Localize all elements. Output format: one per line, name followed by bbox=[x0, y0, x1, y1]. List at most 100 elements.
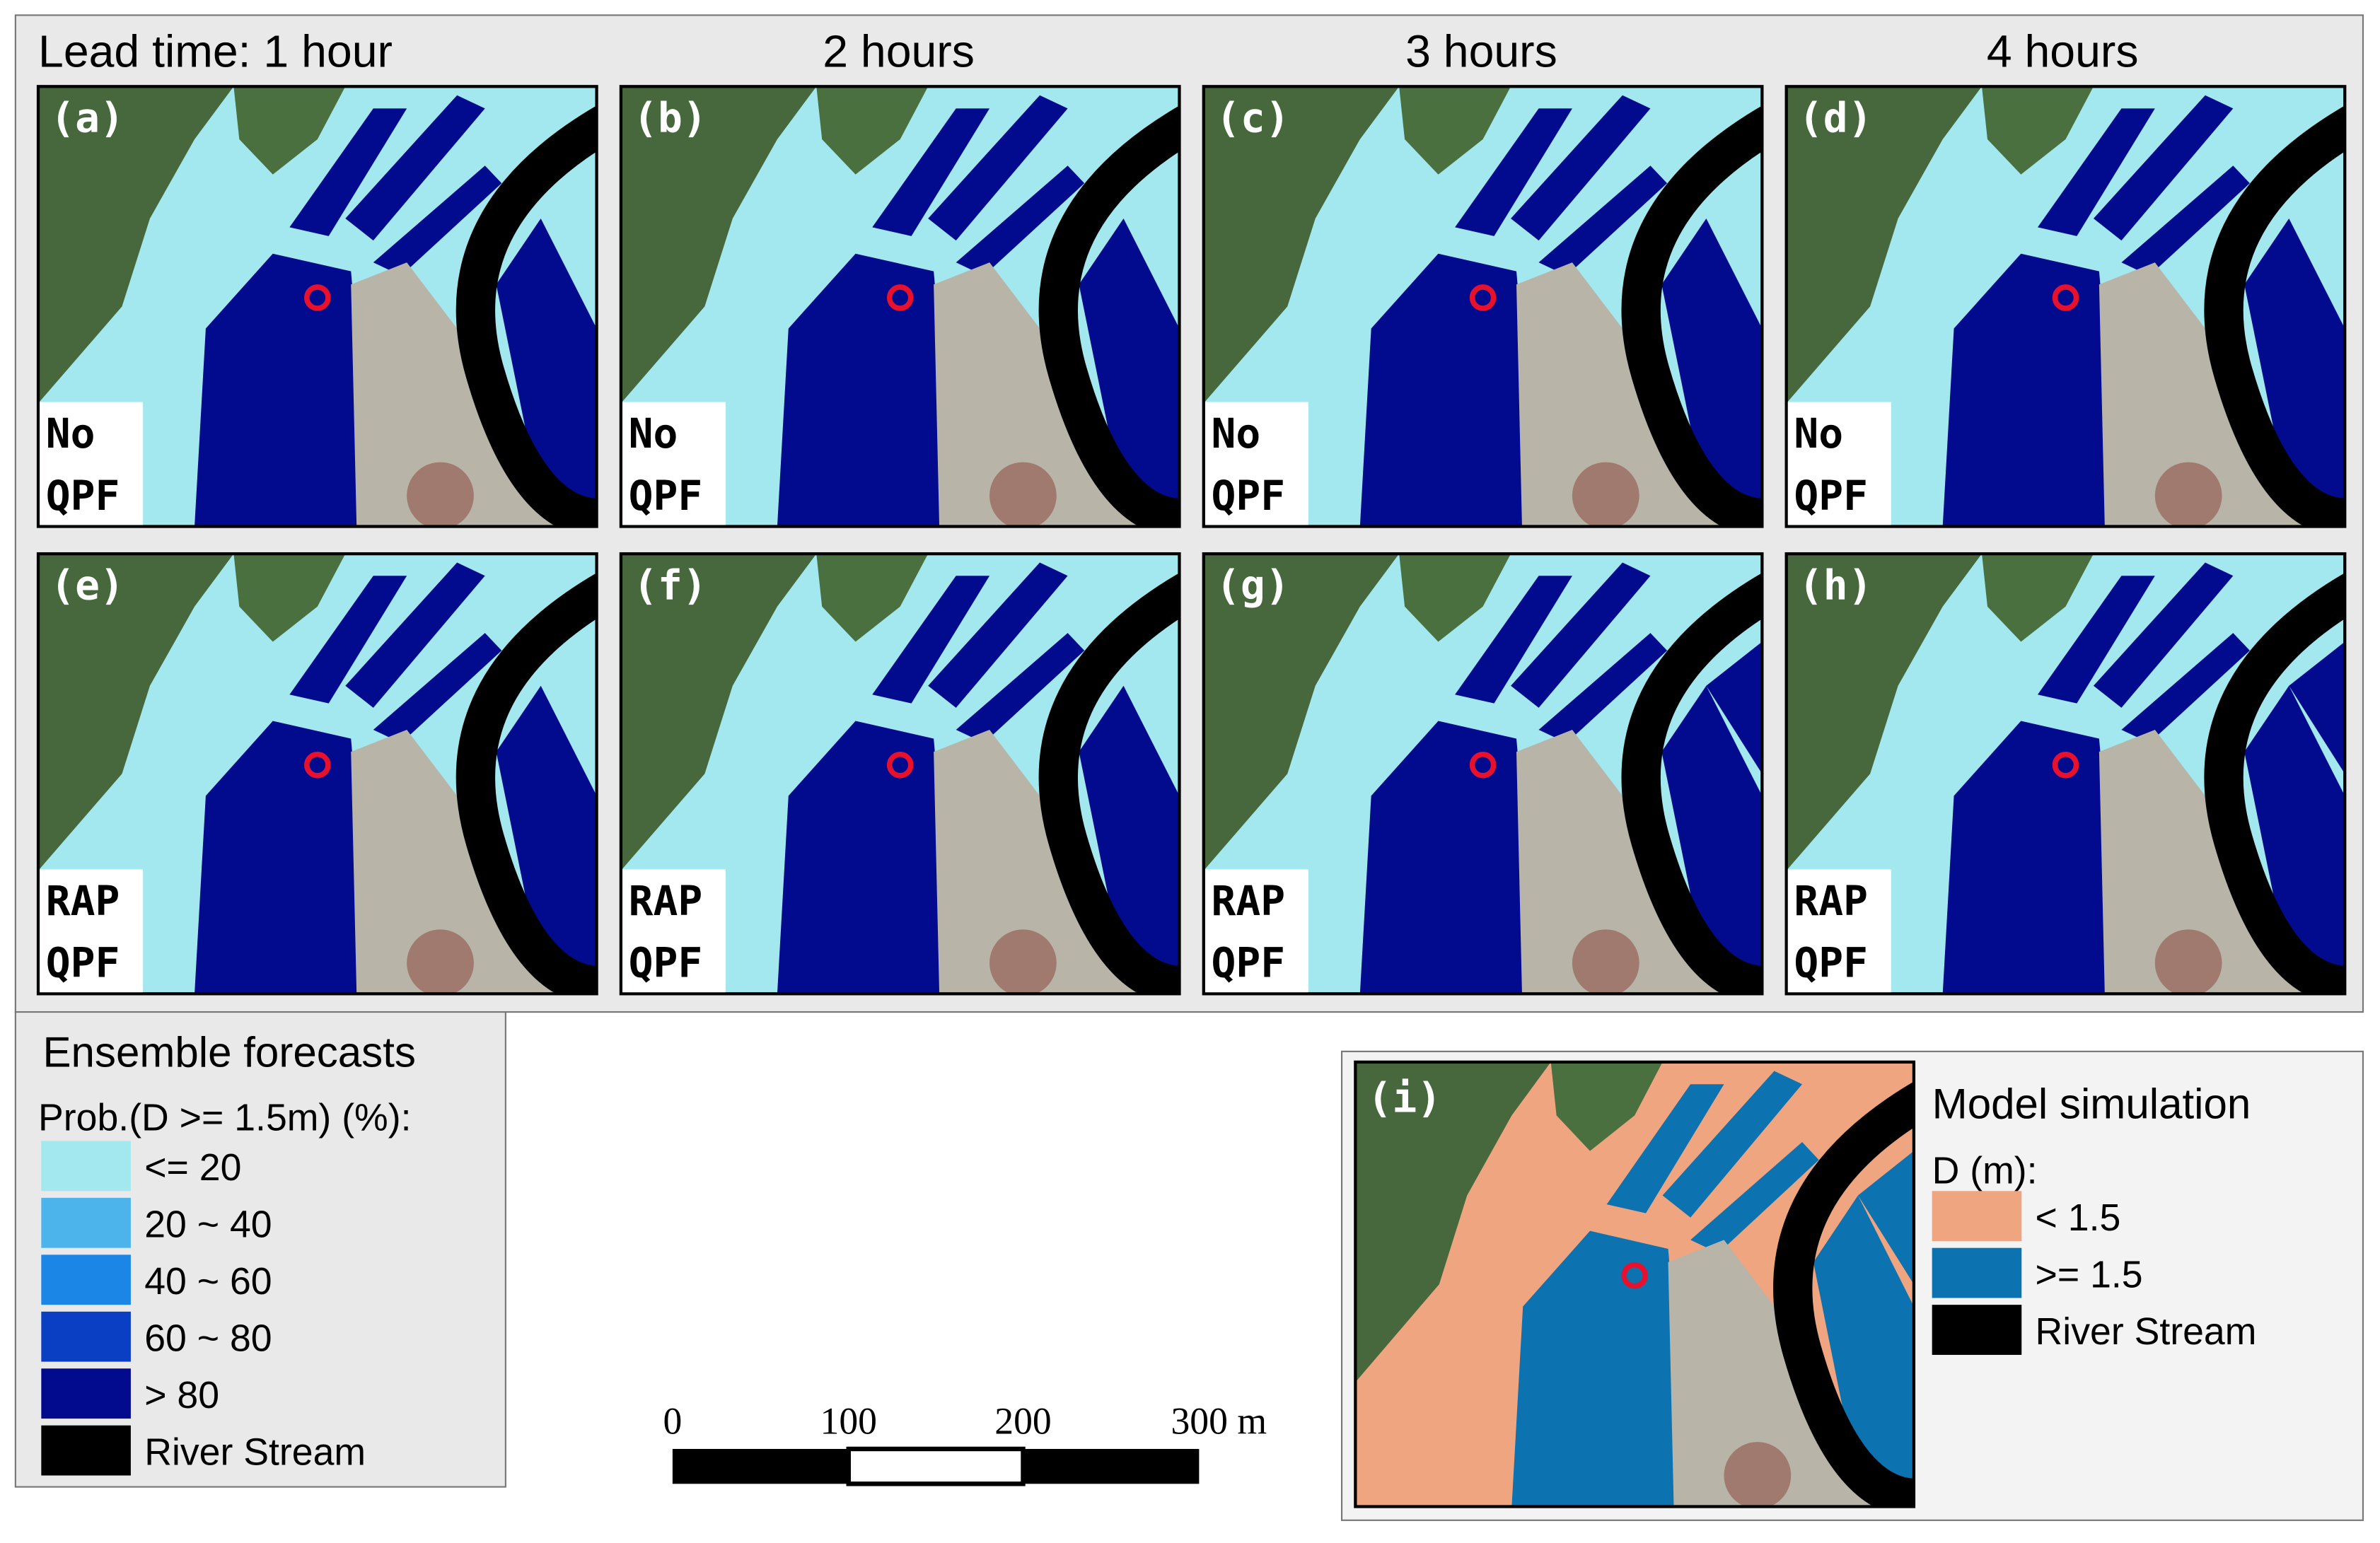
map-border bbox=[619, 552, 1181, 996]
deep-area bbox=[1359, 721, 1539, 994]
deep-right bbox=[1857, 1151, 1914, 1285]
scale-bar-seg bbox=[672, 1448, 849, 1484]
map bbox=[620, 554, 1180, 994]
deep-right bbox=[2244, 685, 2345, 994]
method-label: QPF bbox=[1212, 939, 1286, 987]
tank bbox=[1572, 929, 1639, 994]
legend-swatch bbox=[41, 1141, 131, 1192]
method-label: QPF bbox=[46, 939, 120, 987]
method-label: RAP bbox=[1212, 877, 1286, 925]
forest-patch bbox=[816, 554, 929, 642]
method-box bbox=[1204, 402, 1308, 525]
deep-streak bbox=[1538, 633, 1668, 743]
deep-right bbox=[1661, 218, 1763, 527]
river bbox=[2204, 105, 2345, 527]
river bbox=[2204, 573, 2345, 994]
legend-label: River Stream bbox=[144, 1431, 366, 1474]
deep-streak bbox=[289, 108, 407, 236]
method-box bbox=[622, 869, 726, 993]
legend-swatch bbox=[41, 1368, 131, 1419]
forest-patch bbox=[233, 554, 346, 642]
deep-area bbox=[777, 253, 956, 527]
tank bbox=[989, 929, 1057, 994]
deep-streak bbox=[956, 165, 1085, 276]
deep-streak bbox=[1455, 576, 1572, 704]
forest-patch bbox=[816, 86, 929, 175]
deep-right bbox=[1661, 685, 1763, 994]
deep-streak bbox=[1455, 108, 1572, 236]
legend-swatch bbox=[41, 1425, 131, 1476]
legend-subtitle: D (m): bbox=[1932, 1150, 2038, 1192]
deep-streak bbox=[1511, 562, 1651, 708]
legend-title: Ensemble forecasts bbox=[42, 1028, 415, 1076]
method-label: RAP bbox=[1794, 877, 1868, 925]
deep-streak bbox=[345, 95, 485, 241]
tank bbox=[407, 929, 474, 994]
map-border bbox=[1354, 1060, 1916, 1508]
method-box bbox=[40, 402, 144, 525]
deep-streak bbox=[2037, 108, 2155, 236]
deep-right bbox=[496, 685, 597, 994]
legend-label: <= 20 bbox=[144, 1146, 241, 1189]
deep-right bbox=[1079, 218, 1180, 527]
legend-swatch bbox=[1932, 1191, 2022, 1242]
legend-title: Model simulation bbox=[1932, 1080, 2251, 1127]
deep-streak bbox=[373, 165, 502, 276]
river bbox=[1038, 105, 1180, 527]
deep-right bbox=[1706, 641, 1763, 774]
forest-patch bbox=[233, 86, 346, 175]
deep-streak bbox=[1690, 1141, 1819, 1254]
gauge-location bbox=[886, 284, 914, 311]
gauge-location bbox=[886, 752, 914, 779]
panel-label: (g) bbox=[1216, 561, 1290, 609]
forest-patch bbox=[1982, 86, 2094, 175]
method-label: No bbox=[46, 409, 95, 458]
method-box bbox=[1787, 869, 1891, 993]
legend-swatch bbox=[41, 1254, 131, 1305]
gauge-location bbox=[2052, 752, 2079, 779]
deep-streak bbox=[2037, 576, 2155, 704]
map-border bbox=[619, 85, 1181, 528]
river bbox=[455, 573, 597, 994]
panel-label: (h) bbox=[1799, 561, 1873, 609]
river bbox=[1621, 105, 1763, 527]
map-border bbox=[1784, 85, 2347, 528]
forest-patch bbox=[1399, 86, 1511, 175]
lead-time-label: 3 hours bbox=[1405, 25, 1557, 76]
lead-time-label: 4 hours bbox=[1987, 25, 2139, 76]
deep-right bbox=[1813, 1195, 1914, 1507]
panel-label: (b) bbox=[633, 94, 707, 142]
river bbox=[1773, 1081, 1914, 1507]
method-label: QPF bbox=[1794, 472, 1868, 520]
legend-swatch bbox=[1932, 1305, 2022, 1355]
legend-label: < 1.5 bbox=[2036, 1196, 2121, 1239]
deep-area bbox=[1942, 253, 2122, 527]
tank bbox=[1724, 1442, 1792, 1507]
forest-patch bbox=[1399, 554, 1511, 642]
method-box bbox=[622, 402, 726, 525]
panel-label: (i) bbox=[1368, 1074, 1442, 1122]
lead-time-label: Lead time: 1 hour bbox=[38, 25, 393, 76]
deep-streak bbox=[928, 95, 1068, 241]
map-border bbox=[1202, 85, 1764, 528]
deep-area bbox=[1511, 1230, 1691, 1507]
tank bbox=[1572, 462, 1639, 527]
legend-swatch bbox=[41, 1311, 131, 1362]
deep-streak bbox=[1511, 95, 1651, 241]
deep-streak bbox=[345, 562, 485, 708]
method-label: QPF bbox=[1794, 939, 1868, 987]
tank bbox=[989, 462, 1057, 527]
legend-label: River Stream bbox=[2036, 1310, 2257, 1353]
deep-streak bbox=[1662, 1071, 1803, 1218]
lead-time-label: 2 hours bbox=[823, 25, 975, 76]
map-border bbox=[36, 85, 598, 528]
deep-area bbox=[1942, 721, 2122, 994]
gauge-location bbox=[2052, 284, 2079, 311]
tank bbox=[2154, 462, 2222, 527]
scale-label: 100 bbox=[820, 1400, 877, 1443]
scale-label: 200 bbox=[994, 1400, 1051, 1443]
method-label: QPF bbox=[629, 472, 703, 520]
deep-streak bbox=[2093, 95, 2234, 241]
deep-area bbox=[1359, 253, 1539, 527]
